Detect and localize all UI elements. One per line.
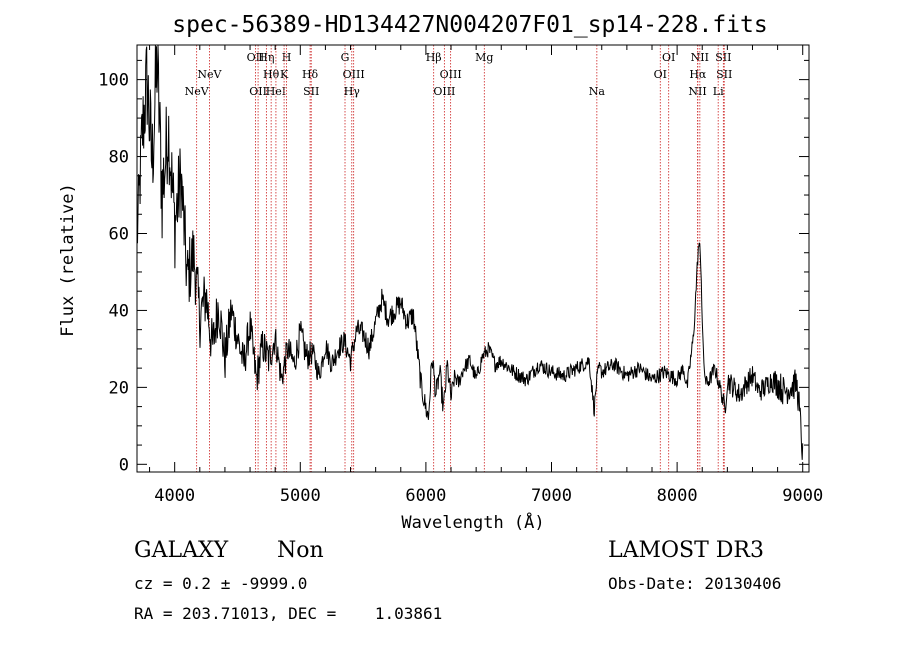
x-axis-label: Wavelength (Å) bbox=[401, 511, 544, 533]
class-label: GALAXY bbox=[134, 538, 229, 563]
x-tick-label: 9000 bbox=[782, 486, 823, 506]
line-label: NeV bbox=[197, 68, 222, 81]
x-tick-label: 4000 bbox=[154, 486, 195, 506]
line-label: OI bbox=[662, 51, 675, 64]
plot-frame bbox=[136, 44, 810, 473]
chart-title: spec-56389-HD134427N004207F01_sp14-228.f… bbox=[172, 12, 767, 38]
line-label: NeV bbox=[185, 85, 210, 98]
survey-label: LAMOST DR3 bbox=[608, 538, 764, 563]
line-label: Hθ bbox=[263, 68, 280, 81]
subclass-label: Non bbox=[277, 538, 324, 563]
line-label: OIII bbox=[433, 85, 455, 98]
line-label: Hβ bbox=[426, 51, 442, 64]
y-tick-label: 100 bbox=[98, 71, 129, 91]
line-label: Hα bbox=[689, 68, 707, 81]
y-tick-label: 60 bbox=[109, 224, 129, 244]
line-label: NII bbox=[688, 85, 706, 98]
line-label: OIII bbox=[343, 68, 365, 81]
line-label: Mg bbox=[475, 51, 493, 64]
line-label: NII bbox=[691, 51, 709, 64]
x-axis: 4000 5000 6000 7000 8000 9000 bbox=[149, 45, 823, 506]
line-label: G bbox=[341, 51, 350, 64]
x-tick-label: 5000 bbox=[280, 486, 321, 506]
line-label: H bbox=[282, 51, 292, 64]
line-label: Hδ bbox=[302, 68, 319, 81]
line-label: Na bbox=[589, 85, 606, 98]
radec-text: RA = 203.71013, DEC = 1.03861 bbox=[134, 604, 443, 623]
line-label: Li bbox=[713, 85, 724, 98]
y-tick-label: 20 bbox=[109, 378, 129, 398]
line-label: OIII bbox=[440, 68, 462, 81]
y-tick-label: 0 bbox=[119, 455, 129, 475]
line-label: HeI bbox=[266, 85, 286, 98]
line-label: SII bbox=[716, 68, 732, 81]
line-label: SII bbox=[303, 85, 319, 98]
line-label: Hγ bbox=[344, 85, 361, 98]
obs-date-text: Obs-Date: 20130406 bbox=[608, 574, 782, 593]
y-axis: 0 20 40 60 80 100 bbox=[98, 59, 809, 475]
line-label: OII bbox=[247, 51, 265, 64]
x-tick-label: 6000 bbox=[405, 486, 446, 506]
y-axis-label: Flux (relative) bbox=[58, 183, 78, 337]
y-tick-label: 80 bbox=[109, 148, 129, 168]
line-label: OII bbox=[249, 85, 267, 98]
x-tick-label: 8000 bbox=[657, 486, 698, 506]
cz-text: cz = 0.2 ± -9999.0 bbox=[134, 574, 308, 593]
line-label: OI bbox=[654, 68, 667, 81]
line-label: K bbox=[280, 68, 289, 81]
flux-series bbox=[136, 44, 804, 460]
line-label: Hη bbox=[258, 51, 274, 64]
line-label: SII bbox=[715, 51, 731, 64]
x-tick-label: 7000 bbox=[531, 486, 572, 506]
y-tick-label: 40 bbox=[109, 301, 129, 321]
